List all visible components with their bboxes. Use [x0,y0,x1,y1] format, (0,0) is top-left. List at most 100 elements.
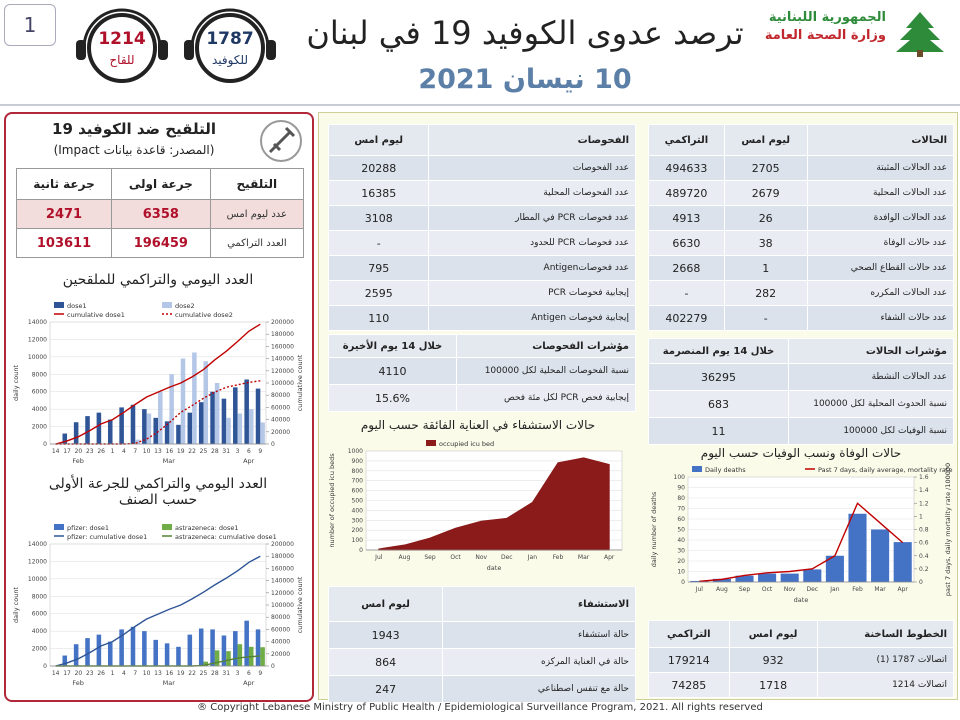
y-tick-label: 0 [359,547,363,554]
y2-axis-label: past 7 days, daily mortality rate /10000… [944,463,952,596]
hotline-covid: 1787 للكوفيد [184,8,276,83]
y-tick-label: 500 [352,498,364,505]
bar [96,634,102,666]
table-cell: عدد حالات الشفاء [806,305,955,331]
line [55,555,261,667]
y-tick-label: 4000 [32,406,47,413]
bar [146,413,152,444]
table-cell: 74285 [648,672,730,698]
x-group-label: Mar [163,679,176,687]
bar [187,634,193,666]
table-cell: عدد الحالات النشطة [787,363,955,391]
page-date: 10 نيسان 2021 [418,64,632,95]
table-cell: 932 [728,647,818,673]
x-tick-label: 6 [247,448,251,455]
bar [233,387,238,444]
y2-tick-label: 80000 [271,392,290,399]
hotline-number: 1787 [206,29,253,49]
table-cell: 179214 [648,647,730,673]
bar [260,647,265,666]
bar [221,398,227,444]
bar [119,629,124,666]
legend-label: pfizer: dose1 [67,524,109,532]
footer: ® Copyright Lebanese Ministry of Public … [197,702,763,713]
y-tick-label: 900 [352,458,364,465]
table-cell: 2471 [16,199,112,229]
y-tick-label: 40 [677,537,685,544]
table-cell: 103611 [16,228,112,258]
chart: 0200040006000800010000120001400002000040… [12,524,304,687]
bar [85,416,90,444]
y2-tick-label: 120000 [271,368,294,375]
x-tick-label: 3 [236,670,240,677]
y-tick-label: 4000 [32,628,47,635]
bar [85,638,90,666]
bar [187,412,193,444]
chart: 0 10 20 30 40 50 60 70 80 90 100 0 0.2 0.4 0.6 0.8 1 1.2 1… [650,463,952,604]
header-row: الخطوط الساخنة ليوم امس التراكمي [648,620,955,648]
x-tick-label: 1 [111,448,115,455]
bar [107,641,113,666]
table-row: عدد الحالات الوافدة 26 4913 [648,205,955,231]
header-cell: ليوم امس [728,620,818,648]
y-tick-label: 1000 [348,448,363,455]
y2-tick-label: 160000 [271,343,294,350]
y-tick-label: 12000 [28,336,47,343]
x-tick-label: 22 [188,448,196,455]
chart-title: حالات الوفاة ونسب الوفيات حسب اليوم [700,446,902,460]
x-tick-label: Aug [399,554,411,561]
table-row: نسبة الفحوصات المحلية لكل 100000 4110 [327,357,636,385]
bar [73,422,79,444]
bar [871,529,890,582]
table-row: اتصالات 1787 (1) 932 179214 [648,647,955,673]
table-row: اتصالات 1214 1718 74285 [648,672,955,698]
y-tick-label: 50 [677,527,685,534]
bar [690,580,709,582]
y2-tick-label: 180000 [271,553,294,560]
x-tick-label: 20 [75,448,83,455]
x-tick-label: 23 [86,448,94,455]
table-row: نسبة الحدوث المحلية لكل 100000 683 [648,390,955,418]
y-tick-label: 80 [677,495,685,502]
legend-swatch [162,524,172,530]
y-tick-label: 20 [677,558,685,565]
y-tick-label: 700 [352,478,364,485]
table-cell: إيجابية فحص PCR لكل مئة فحص [456,384,636,412]
table-cell: 2595 [327,280,430,306]
tests-table: الفحوصات ليوم امس عدد الفحوصات 20288 عدد الف… [327,124,636,331]
bar [210,391,215,444]
x-tick-label: 17 [63,448,71,455]
line [55,323,261,445]
table-row: إيجابية فحص PCR لكل مئة فحص 15.6% [327,384,636,412]
header-cell: التراكمي [648,124,725,156]
table-cell: عدد الحالات الوافدة [806,205,955,231]
x-tick-label: Nov [784,586,796,593]
bar [96,412,102,444]
vaccination-title: التلقيح ضد الكوفيد 19 [52,120,216,138]
table-row: عدد الفحوصات 20288 [327,155,636,181]
table-cell: 196459 [111,228,211,258]
table-cell: عدد الحالات المثبتة [806,155,955,181]
bar [712,578,731,582]
x-tick-label: 19 [177,448,185,455]
page-badge: 1 [4,4,56,46]
table-cell: نسبة الوفيات لكل 100000 [787,417,955,445]
y2-tick-label: 140000 [271,578,294,585]
hotlines-table: الخطوط الساخنة ليوم امس التراكمي اتصالات 17… [648,620,955,698]
y-tick-label: 10000 [28,576,47,583]
table-cell: 20288 [327,155,430,181]
y-tick-label: 6000 [32,389,47,396]
table-row: العدد التراكمي 196459 103611 [16,228,305,258]
x-tick-label: 31 [222,448,230,455]
legend-label: Daily deaths [705,466,746,474]
y-tick-label: 2000 [32,424,47,431]
legend-label: Past 7 days, daily average, mortality ra… [818,466,952,474]
table-row: عدد حالات الشفاء -402279 [648,305,955,331]
x-tick-label: 16 [166,448,174,455]
bar [210,629,215,666]
bar [153,417,158,444]
table-cell: 2668 [648,255,725,281]
y2-tick-label: 0.2 [919,566,929,573]
bar [226,417,231,444]
